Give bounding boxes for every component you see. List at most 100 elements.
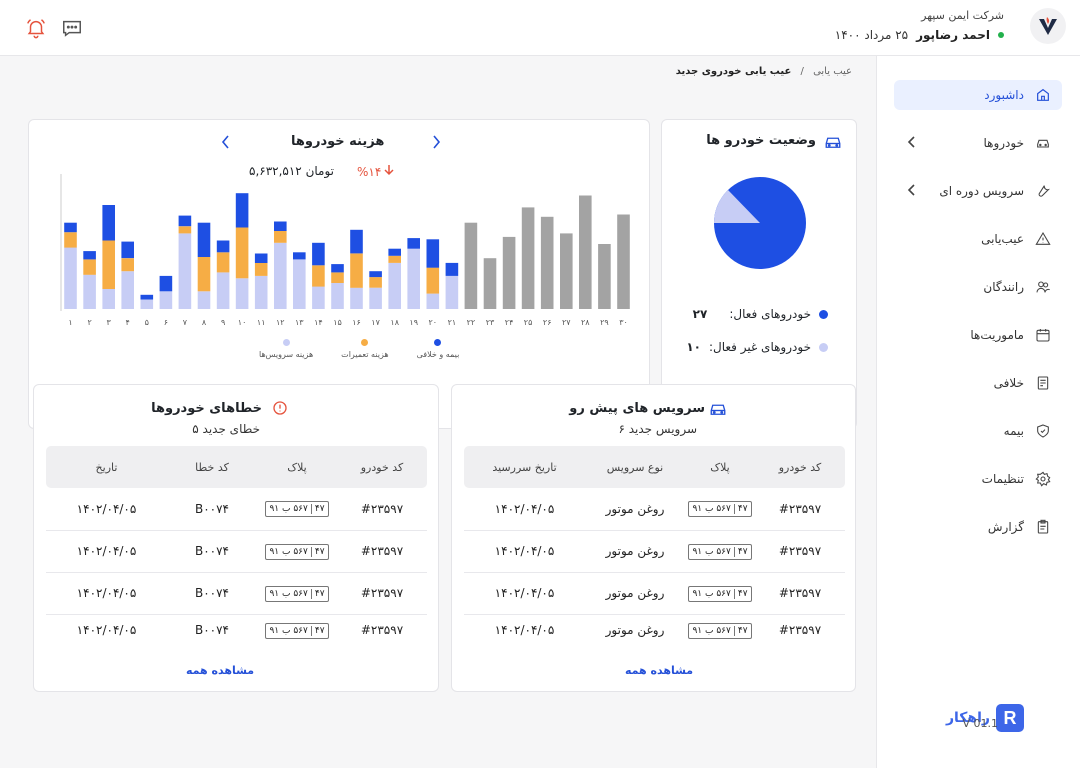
bar-segment[interactable] — [350, 287, 363, 309]
bar-segment[interactable] — [64, 232, 77, 248]
bar-segment[interactable] — [121, 241, 134, 259]
bar-segment[interactable] — [274, 242, 287, 309]
bar-segment[interactable] — [293, 259, 306, 309]
sidebar-item-vehicles[interactable]: خودروها — [894, 128, 1062, 158]
table-row[interactable]: #۲۳۵۹۷ ۴۷ ۵۶۷ ب ۹۱ B۰۰۷۴ ۱۴۰۲/۰۴/۰۵ — [46, 530, 427, 573]
bar-segment[interactable] — [617, 214, 630, 310]
sidebar-item-missions[interactable]: ماموریت‌ها — [894, 320, 1062, 350]
table-row[interactable]: #۲۳۵۹۷ ۴۷ ۵۶۷ ب ۹۱ B۰۰۷۴ ۱۴۰۲/۰۴/۰۵ — [46, 488, 427, 531]
table-row[interactable]: #۲۳۵۹۷ ۴۷ ۵۶۷ ب ۹۱ B۰۰۷۴ ۱۴۰۲/۰۴/۰۵ — [46, 572, 427, 615]
bar-segment[interactable] — [216, 272, 230, 309]
bar-segment[interactable] — [274, 231, 287, 243]
bar-segment[interactable] — [426, 239, 440, 268]
vehicle-code: #۲۳۵۹۷ — [755, 572, 845, 615]
bar-segment[interactable] — [445, 275, 459, 309]
table-row[interactable]: #۲۳۵۹۷ ۴۷ ۵۶۷ ب ۹۱ B۰۰۷۴ ۱۴۰۲/۰۴/۰۵ — [46, 614, 427, 646]
bar-segment[interactable] — [331, 272, 344, 283]
bar-segment[interactable] — [178, 215, 192, 227]
bar-segment[interactable] — [254, 262, 268, 276]
bar-segment[interactable] — [598, 244, 611, 309]
bar-segment[interactable] — [102, 240, 115, 290]
table-row[interactable]: #۲۳۵۹۷ ۴۷ ۵۶۷ ب ۹۱ روغن موتور ۱۴۰۲/۰۴/۰۵ — [464, 488, 845, 531]
bar-segment[interactable] — [369, 287, 382, 309]
bar-segment[interactable] — [579, 195, 592, 310]
bar-segment[interactable] — [235, 278, 249, 309]
table-row[interactable]: #۲۳۵۹۷ ۴۷ ۵۶۷ ب ۹۱ روغن موتور ۱۴۰۲/۰۴/۰۵ — [464, 572, 845, 615]
bar-segment[interactable] — [331, 264, 344, 273]
bar-segment[interactable] — [216, 240, 230, 253]
bar-segment[interactable] — [388, 262, 401, 309]
sidebar-item-dashboard[interactable]: داشبورد — [894, 80, 1062, 110]
chevron-left-icon[interactable] — [906, 183, 918, 200]
bar-segment[interactable] — [388, 248, 401, 256]
bar-segment[interactable] — [407, 248, 420, 309]
bar-segment[interactable] — [502, 236, 516, 309]
sidebar-item-troubleshooting[interactable]: عیب‌یابی — [894, 224, 1062, 254]
bar-segment[interactable] — [83, 274, 96, 309]
bar-segment[interactable] — [254, 275, 268, 309]
bar-segment[interactable] — [369, 271, 382, 278]
bar-segment[interactable] — [64, 222, 77, 233]
bar-segment[interactable] — [197, 222, 211, 257]
bar-segment[interactable] — [121, 271, 134, 309]
bar-segment[interactable] — [64, 247, 77, 310]
sidebar-item-drivers[interactable]: رانندگان — [894, 272, 1062, 302]
bar-segment[interactable] — [254, 253, 268, 264]
bar-segment[interactable] — [426, 293, 440, 309]
bar-segment[interactable] — [102, 288, 115, 309]
bar-segment[interactable] — [140, 299, 154, 310]
sidebar-item-insurance[interactable]: بیمه — [894, 416, 1062, 446]
bar-segment[interactable] — [140, 294, 154, 300]
table-row[interactable]: #۲۳۵۹۷ ۴۷ ۵۶۷ ب ۹۱ روغن موتور ۱۴۰۲/۰۴/۰۵ — [464, 614, 845, 646]
chevron-left-icon[interactable] — [906, 135, 918, 152]
bar-segment[interactable] — [178, 233, 192, 309]
see-all-link[interactable]: مشاهده همه — [186, 664, 255, 677]
bar-segment[interactable] — [235, 193, 249, 228]
sidebar-item-report[interactable]: گزارش — [894, 512, 1062, 542]
error-date: ۱۴۰۲/۰۴/۰۵ — [46, 530, 167, 573]
bar-segment[interactable] — [540, 216, 554, 309]
bar-segment[interactable] — [83, 251, 96, 260]
bar-segment[interactable] — [521, 207, 535, 309]
bar-segment[interactable] — [483, 258, 497, 309]
bar-segment[interactable] — [178, 226, 192, 234]
bar-segment[interactable] — [83, 259, 96, 275]
chevron-left-icon[interactable] — [431, 134, 441, 153]
user-info[interactable]: احمد رضاپور ۲۵ مرداد ۱۴۰۰ — [835, 28, 1004, 42]
sidebar-item-violations[interactable]: خلافی — [894, 368, 1062, 398]
bar-segment[interactable] — [216, 252, 230, 273]
x-tick-label: ۸ — [202, 318, 207, 327]
bar-segment[interactable] — [159, 291, 173, 309]
bar-segment[interactable] — [312, 242, 325, 266]
sidebar-item-settings[interactable]: تنظیمات — [894, 464, 1062, 494]
sidebar-item-periodic-service[interactable]: سرویس دوره ای — [894, 176, 1062, 206]
bar-segment[interactable] — [274, 221, 287, 232]
bar-segment[interactable] — [293, 252, 306, 260]
bar-segment[interactable] — [312, 286, 325, 310]
bar-segment[interactable] — [445, 262, 459, 276]
column-header: نوع سرویس — [585, 446, 685, 488]
bar-segment[interactable] — [121, 258, 134, 272]
bar-segment[interactable] — [159, 275, 173, 292]
bar-segment[interactable] — [426, 267, 440, 294]
bar-segment[interactable] — [197, 291, 211, 309]
bell-icon[interactable] — [24, 16, 48, 40]
chevron-right-icon[interactable] — [221, 134, 231, 153]
breadcrumb-parent[interactable]: عیب یابی — [813, 66, 852, 77]
bar-segment[interactable] — [331, 283, 344, 309]
bar-segment[interactable] — [464, 222, 478, 309]
bar-segment[interactable] — [388, 255, 401, 263]
bar-segment[interactable] — [350, 253, 363, 288]
bar-segment[interactable] — [560, 233, 573, 309]
table-row[interactable]: #۲۳۵۹۷ ۴۷ ۵۶۷ ب ۹۱ روغن موتور ۱۴۰۲/۰۴/۰۵ — [464, 530, 845, 573]
bar-segment[interactable] — [312, 265, 325, 287]
bar-segment[interactable] — [407, 238, 420, 249]
bar-segment[interactable] — [197, 257, 211, 292]
bar-segment[interactable] — [235, 227, 249, 279]
legend-insurance-label: بیمه و خلافی — [416, 350, 460, 359]
bar-segment[interactable] — [369, 277, 382, 288]
bar-segment[interactable] — [102, 205, 115, 241]
bar-segment[interactable] — [350, 229, 363, 254]
see-all-link[interactable]: مشاهده همه — [625, 664, 694, 677]
chat-icon[interactable] — [60, 16, 84, 40]
